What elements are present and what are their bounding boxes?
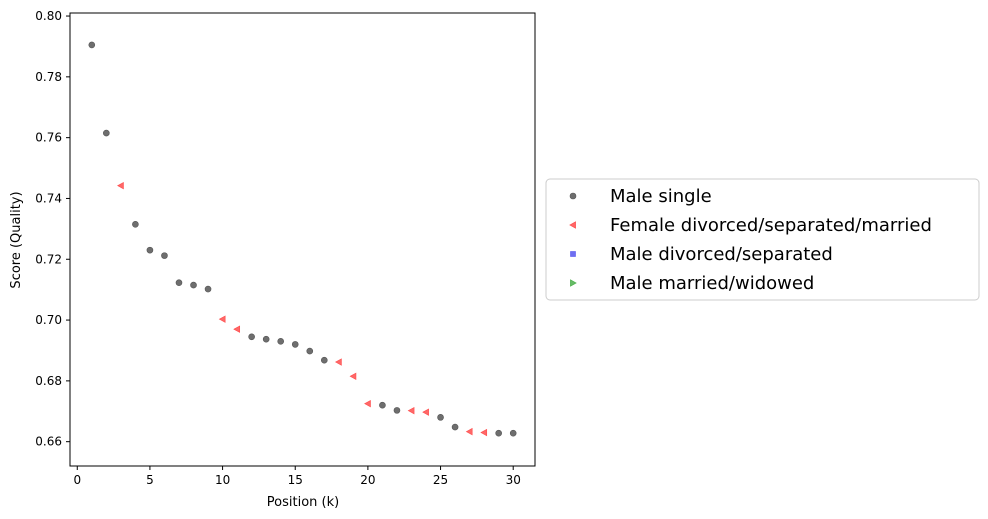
x-tick-label: 10 [215,473,230,487]
data-point-series-0 [291,341,299,348]
data-point-series-0 [495,429,502,437]
data-point-series-0 [306,347,314,355]
x-tick-label: 15 [288,473,303,487]
legend-box [545,178,980,301]
data-point-series-1 [218,315,226,323]
legend-marker-2 [570,251,576,257]
data-point-series-0 [262,335,270,343]
data-point-series-0 [103,129,110,137]
legend-marker-3 [570,279,577,287]
x-axis-label: Position (k) [267,495,339,510]
data-point-series-0 [393,407,401,414]
y-axis-label: Score (Quality) [9,191,24,288]
y-tick-label: 0.80 [35,9,62,23]
x-tick-label: 20 [360,473,375,487]
y-tick-label: 0.74 [35,191,62,205]
axes-layer [69,12,536,467]
y-tick-label: 0.66 [35,435,62,449]
data-point-series-0 [132,220,139,228]
y-tick-label: 0.78 [35,70,62,84]
points-layer [88,41,517,437]
legend-marker-0 [569,192,577,200]
data-point-series-1 [349,372,357,381]
x-tick-label: 5 [146,473,154,487]
legend: Male single Female divorced/separated/mar… [545,178,980,301]
data-point-series-0 [320,356,328,364]
x-tick-label: 25 [433,473,448,487]
y-tick-label: 0.76 [35,131,62,145]
legend-marker-1 [569,221,576,229]
data-point-series-0 [204,285,212,293]
legend-label-1: Female divorced/separated/married [610,215,932,236]
legend-label-3: Male married/widowed [610,273,814,294]
plot-frame [69,12,536,467]
data-point-series-0 [190,281,197,289]
data-point-series-1 [480,428,488,437]
data-point-series-1 [233,325,241,333]
data-point-series-0 [88,41,96,49]
ticks-layer: 0 5 10 15 20 25 30 0.66 0.68 0.70 0.72 0.74 0.76 0.78… [35,9,521,487]
data-point-series-1 [364,399,371,408]
data-point-series-1 [407,406,415,415]
y-tick-label: 0.72 [35,252,62,266]
data-point-series-1 [465,427,473,436]
data-point-series-0 [379,401,386,409]
y-tick-label: 0.68 [35,374,62,388]
x-tick-label: 30 [506,473,521,487]
data-point-series-1 [422,408,429,416]
data-point-series-0 [161,252,168,259]
data-point-series-0 [175,279,183,286]
x-tick-label: 0 [73,473,81,487]
legend-label-2: Male divorced/separated [610,244,833,265]
data-point-series-0 [277,338,285,345]
data-point-series-0 [509,429,517,437]
data-point-series-1 [117,181,124,190]
y-tick-label: 0.70 [35,313,62,327]
data-point-series-0 [437,414,444,421]
data-point-series-0 [248,333,255,341]
data-point-series-0 [146,246,154,254]
legend-label-0: Male single [610,186,712,207]
data-point-series-1 [335,358,342,366]
data-point-series-0 [451,423,459,431]
